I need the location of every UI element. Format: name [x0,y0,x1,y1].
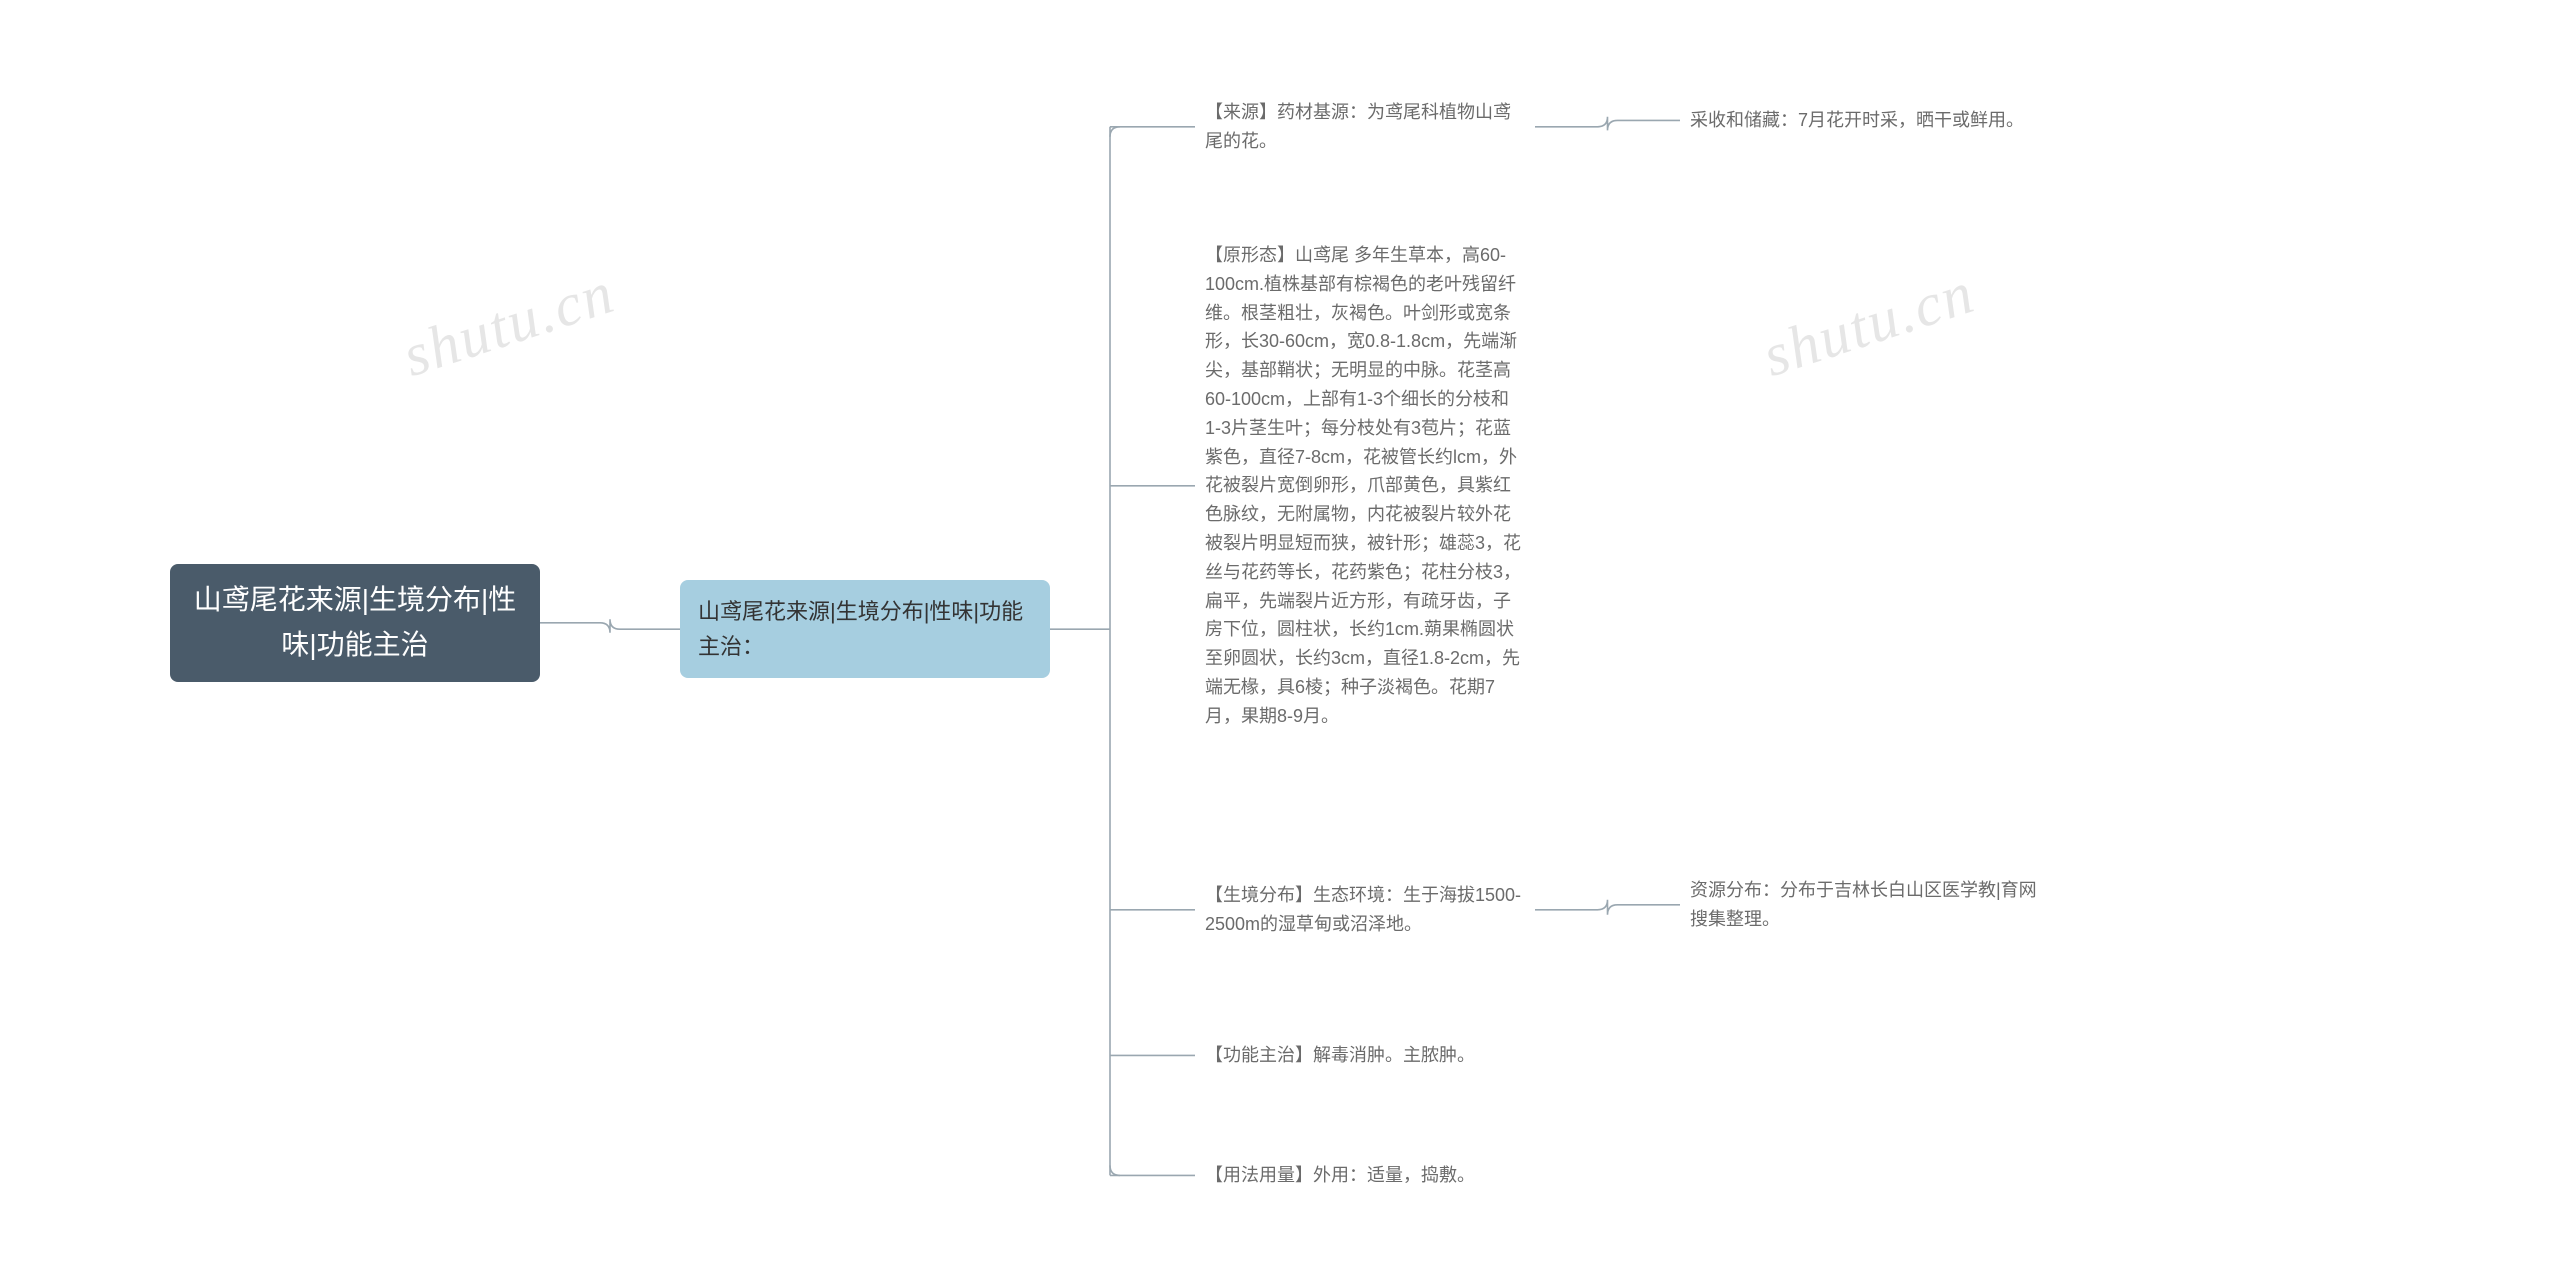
leaf-text: 【用法用量】外用：适量，捣敷。 [1205,1165,1475,1185]
leaf-text: 【生境分布】生态环境：生于海拔1500-2500m的湿草甸或沼泽地。 [1205,885,1521,934]
leaf-function: 【功能主治】解毒消肿。主脓肿。 [1195,1035,1535,1076]
leaf-text: 采收和储藏：7月花开时采，晒干或鲜用。 [1690,110,2024,130]
leaf-habitat-child: 资源分布：分布于吉林长白山区医学教|育网搜集整理。 [1680,870,2060,940]
level1-text: 山鸢尾花来源|生境分布|性味|功能主治： [698,599,1023,659]
leaf-source-child: 采收和储藏：7月花开时采，晒干或鲜用。 [1680,100,2060,141]
leaf-habitat: 【生境分布】生态环境：生于海拔1500-2500m的湿草甸或沼泽地。 [1195,875,1535,945]
watermark: shutu.cn [395,258,623,391]
root-node: 山鸢尾花来源|生境分布|性味|功能主治 [170,564,540,682]
watermark: shutu.cn [1755,258,1983,391]
leaf-source: 【来源】药材基源：为鸢尾科植物山鸢尾的花。 [1195,92,1535,162]
leaf-text: 资源分布：分布于吉林长白山区医学教|育网搜集整理。 [1690,880,2037,929]
leaf-morphology: 【原形态】山鸢尾 多年生草本，高60-100cm.植株基部有棕褐色的老叶残留纤维… [1195,235,1535,737]
leaf-text: 【功能主治】解毒消肿。主脓肿。 [1205,1045,1475,1065]
leaf-text: 【来源】药材基源：为鸢尾科植物山鸢尾的花。 [1205,102,1511,151]
level1-node: 山鸢尾花来源|生境分布|性味|功能主治： [680,580,1050,678]
leaf-usage: 【用法用量】外用：适量，捣敷。 [1195,1155,1535,1196]
root-text: 山鸢尾花来源|生境分布|性味|功能主治 [194,584,517,660]
leaf-text: 【原形态】山鸢尾 多年生草本，高60-100cm.植株基部有棕褐色的老叶残留纤维… [1205,245,1521,726]
mindmap-canvas: shutu.cn shutu.cn 山鸢尾花来源|生境分布|性味|功能主治 山鸢… [0,0,2560,1269]
